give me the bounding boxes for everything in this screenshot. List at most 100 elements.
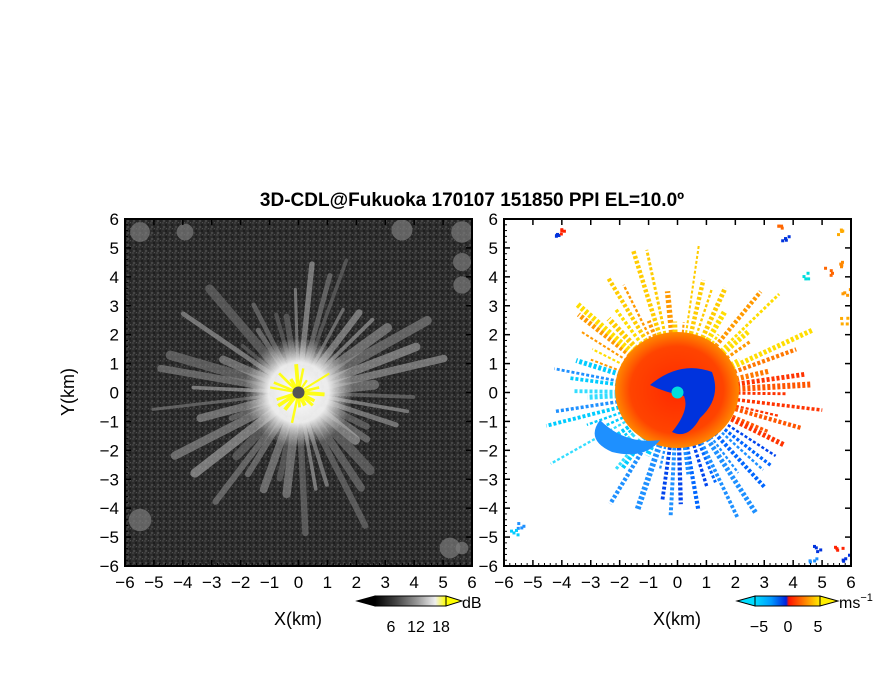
y-tick-label: 4 (489, 268, 498, 287)
right-speckle (512, 531, 516, 535)
right-speckle (844, 557, 848, 561)
right-ray (712, 327, 814, 379)
x-tick-label: 0 (673, 573, 682, 592)
right-speckle (840, 265, 844, 269)
chart-title: 3D-CDL@Fukuoka 170107 151850 PPI EL=10.0… (260, 190, 684, 211)
right-speckle (780, 224, 784, 228)
right-ray (709, 339, 753, 371)
right-speckle (841, 229, 845, 233)
y-tick-label: 3 (489, 297, 498, 316)
right-speckle (784, 238, 788, 242)
y-tick-label: −2 (479, 441, 498, 460)
right-speckle (777, 224, 781, 228)
y-tick-label: 1 (489, 355, 498, 374)
right-colorbar-arrow-left (735, 595, 756, 607)
right-speckle (781, 239, 785, 243)
right-ray (706, 329, 751, 369)
x-tick-label: −4 (173, 573, 192, 592)
left-yellow-ray (297, 372, 330, 394)
x-tick-label: 5 (438, 573, 447, 592)
right-ray (576, 312, 648, 370)
left-colorbar-arrow-right (445, 595, 464, 607)
x-tick-label: 3 (381, 573, 390, 592)
y-tick-label: −5 (479, 528, 498, 547)
left-blob (455, 541, 469, 555)
y-tick-label: −4 (100, 499, 119, 518)
right-speckle (808, 560, 812, 564)
right-ray (591, 348, 643, 376)
right-ray (587, 392, 638, 400)
right-speckle (510, 529, 514, 533)
left-colorbar-tick-6: 6 (387, 619, 396, 636)
y-tick-label: 2 (110, 326, 119, 345)
right-speckle (816, 550, 820, 554)
right-colorbar-bar (754, 595, 821, 607)
y-tick-label: −2 (100, 441, 119, 460)
right-speckle (780, 226, 784, 230)
x-tick-label: 4 (409, 573, 418, 592)
right-speckle (557, 234, 561, 238)
right-ray (631, 250, 668, 355)
y-tick-label: 0 (110, 384, 119, 403)
y-tick-label: −5 (100, 528, 119, 547)
y-tick-label: 2 (489, 326, 498, 345)
right-ray (715, 368, 770, 386)
right-speckles (510, 224, 851, 564)
left-colorbar: dB 6 12 18 (355, 595, 482, 636)
y-tick-label: 6 (110, 210, 119, 229)
x-tick-label: 5 (817, 573, 826, 592)
right-speckle (819, 548, 823, 552)
right-blue-arc (594, 420, 660, 455)
right-colorbar-unit: ms−1 (839, 592, 873, 612)
y-tick-label: 5 (489, 239, 498, 258)
right-center-marker (671, 386, 684, 399)
x-tick-label: −4 (552, 573, 571, 592)
left-ylabel: Y(km) (58, 368, 78, 416)
y-tick-label: −3 (479, 470, 498, 489)
right-ray (554, 396, 639, 414)
right-speckle (802, 275, 806, 279)
left-colorbar-bar (374, 595, 447, 607)
right-speckle (520, 526, 524, 530)
right-colorbar: ms−1 −5 0 5 (735, 592, 873, 636)
right-speckle (560, 229, 564, 233)
left-colorbar-tick-12: 12 (407, 619, 425, 636)
right-ray (697, 424, 758, 515)
right-ray (691, 428, 717, 483)
right-ray (668, 432, 678, 516)
right-ray (693, 427, 740, 519)
right-speckle (846, 293, 850, 297)
left-blob (453, 276, 471, 294)
right-colorbar-unit-sup: −1 (860, 592, 873, 604)
right-colorbar-arrow-right (819, 595, 840, 607)
right-ray (554, 367, 639, 387)
right-colorbar-tick-0: 0 (784, 619, 793, 636)
y-tick-label: −3 (100, 470, 119, 489)
right-core-blue (650, 368, 716, 435)
right-speckle (815, 557, 819, 561)
y-tick-label: −1 (100, 412, 119, 431)
right-speckle (834, 545, 838, 549)
right-speckle (847, 553, 851, 557)
right-ray (712, 407, 786, 448)
right-ray (622, 284, 661, 358)
left-colorbar-unit: dB (462, 595, 482, 612)
right-speckle (845, 322, 849, 326)
right-colorbar-tick-minus5: −5 (750, 619, 768, 636)
x-tick-label: −6 (494, 573, 513, 592)
right-ray (586, 404, 641, 426)
right-speckle (841, 546, 845, 550)
left-center-marker (292, 386, 305, 399)
right-speckle (516, 526, 520, 530)
right-speckle (841, 292, 845, 296)
right-speckle (840, 322, 844, 326)
y-tick-label: 6 (489, 210, 498, 229)
right-colorbar-unit-base: ms (839, 595, 860, 612)
x-tick-label: −1 (260, 573, 279, 592)
right-speckle (784, 237, 788, 241)
x-tick-label: −6 (115, 573, 134, 592)
right-speckle (806, 271, 810, 275)
right-speckle (841, 558, 845, 562)
x-tick-label: 1 (702, 573, 711, 592)
